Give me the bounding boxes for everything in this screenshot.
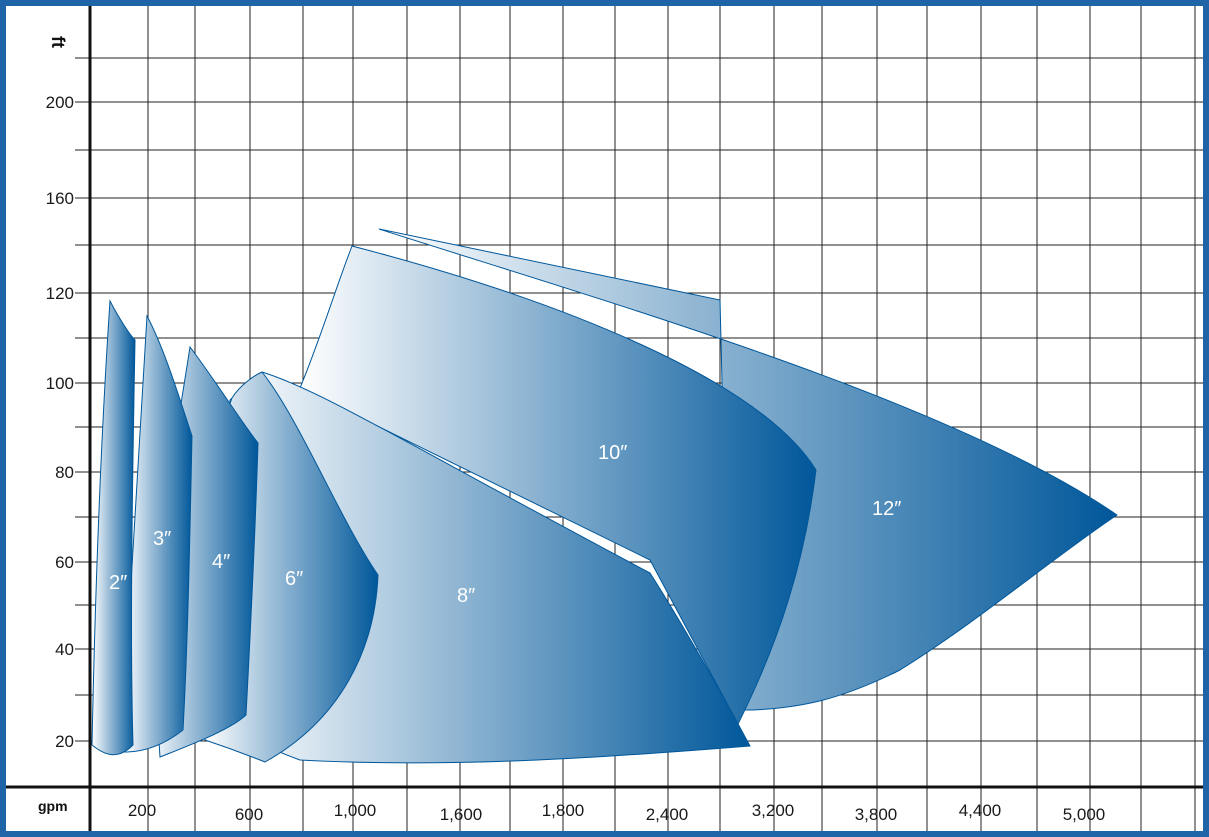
curve-labels: 2″ 3″ 4″ 6″ 8″ 10″ 12″	[109, 442, 901, 607]
x-tick-label: 1,000	[334, 801, 377, 820]
x-tick-label: 4,400	[959, 801, 1002, 820]
y-tick-label: 160	[46, 189, 74, 208]
y-tick-label: 80	[55, 463, 74, 482]
y-tick-labels: 20 40 60 80 100 120 160 200	[46, 93, 74, 751]
area-2in	[91, 299, 136, 756]
label-10in: 10″	[598, 442, 627, 464]
area-10in	[299, 245, 817, 726]
x-tick-label: 5,000	[1063, 805, 1106, 824]
y-tick-label: 200	[46, 93, 74, 112]
x-axis-label: gpm	[38, 798, 68, 814]
curve-areas	[91, 228, 1118, 764]
y-tick-label: 120	[46, 284, 74, 303]
y-tick-label: 100	[46, 374, 74, 393]
area-8in	[229, 371, 751, 764]
label-3in: 3″	[153, 528, 171, 550]
x-tick-labels: 200 600 1,000 1,600 1,800 2,400 3,200 3,800 4,40…	[128, 801, 1105, 824]
x-tick-label: 3,200	[752, 801, 795, 820]
y-tick-label: 60	[55, 553, 74, 572]
x-tick-label: 200	[128, 801, 156, 820]
x-tick-label: 1,800	[542, 801, 585, 820]
x-tick-label: 2,400	[646, 805, 689, 824]
label-6in: 6″	[285, 568, 303, 590]
x-tick-label: 600	[235, 805, 263, 824]
x-tick-label: 3,800	[855, 805, 898, 824]
axes	[6, 6, 1203, 831]
area-3in	[124, 314, 193, 753]
y-tick-label: 40	[55, 640, 74, 659]
label-8in: 8″	[457, 585, 475, 607]
x-tick-label: 1,600	[440, 805, 483, 824]
y-tick-label: 20	[55, 732, 74, 751]
label-2in: 2″	[109, 572, 127, 594]
y-axis-label: ft	[48, 36, 68, 48]
label-4in: 4″	[212, 551, 230, 573]
label-12in: 12″	[872, 498, 901, 520]
